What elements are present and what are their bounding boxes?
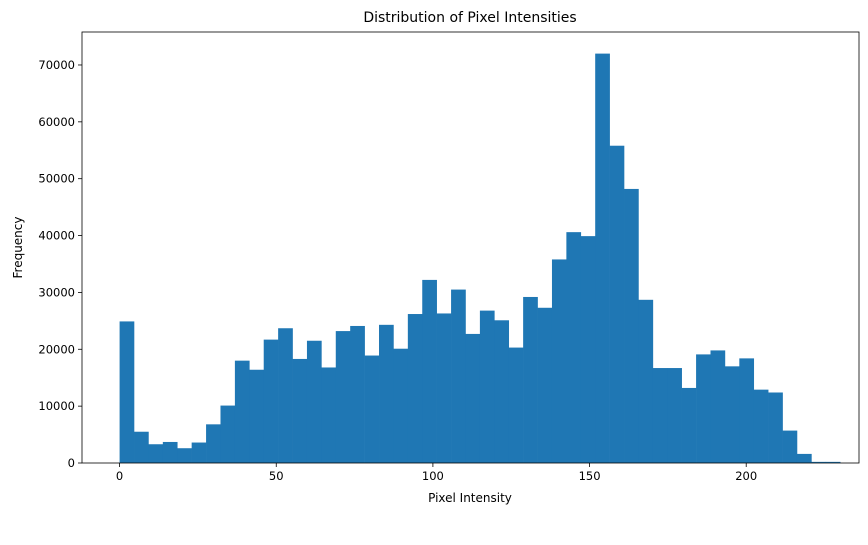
histogram-bar [263, 339, 279, 463]
histogram-bar [825, 461, 841, 463]
histogram-bar [667, 368, 682, 463]
histogram-bar [321, 367, 337, 463]
x-axis-label: Pixel Intensity [428, 491, 512, 505]
histogram-bar [451, 289, 466, 463]
y-axis-label: Frequency [11, 217, 25, 279]
x-tick-label: 50 [269, 469, 284, 483]
histogram-bars [119, 53, 841, 464]
x-tick-label: 150 [579, 469, 601, 483]
histogram-bar [393, 348, 409, 463]
y-tick-label: 70000 [38, 58, 75, 72]
histogram-bar [811, 461, 827, 463]
histogram-bar [753, 389, 769, 463]
histogram-bar [162, 441, 178, 463]
x-tick-label: 200 [735, 469, 757, 483]
histogram-bar [566, 232, 582, 463]
histogram-bar [436, 313, 452, 463]
histogram-bar [551, 259, 567, 463]
y-tick-label: 40000 [38, 229, 75, 243]
histogram-bar [335, 331, 351, 463]
histogram-bar [782, 430, 798, 463]
histogram-bar [177, 448, 192, 463]
histogram-bar [191, 442, 207, 463]
histogram-bar [508, 347, 524, 463]
histogram-bar [379, 324, 394, 463]
histogram-bar [278, 328, 293, 463]
y-axis-ticks: 0 10000 20000 30000 40000 50000 60000 70000 [38, 58, 82, 470]
histogram-bar [220, 405, 236, 463]
histogram-bar [479, 310, 495, 463]
y-tick-label: 10000 [38, 399, 75, 413]
histogram-bar [724, 366, 740, 463]
histogram-bar [523, 296, 538, 463]
histogram-bar [407, 314, 423, 463]
histogram-bar [494, 320, 510, 463]
histogram-bar [350, 325, 365, 463]
x-tick-label: 100 [422, 469, 444, 483]
histogram-bar [364, 355, 380, 463]
histogram-bar [119, 321, 135, 463]
histogram-bar [609, 145, 625, 463]
histogram-bar [595, 53, 610, 463]
chart-title: Distribution of Pixel Intensities [363, 10, 576, 26]
plot-frame [81, 31, 860, 464]
y-tick-label: 0 [68, 456, 75, 470]
histogram-bar [710, 350, 726, 463]
histogram-bar [306, 340, 322, 463]
histogram-bar [624, 188, 639, 464]
x-tick-label: 0 [116, 469, 123, 483]
histogram-bar [134, 431, 149, 463]
histogram-bar [681, 387, 697, 463]
histogram-bar [739, 358, 755, 463]
histogram-bar [768, 392, 783, 463]
histogram-bar [148, 444, 164, 463]
histogram-bar [234, 360, 250, 463]
histogram-bar [422, 279, 437, 463]
histogram-bar [292, 358, 308, 463]
x-axis-ticks: 0 50 100 150 200 [116, 463, 757, 483]
histogram-bar [537, 307, 553, 463]
y-tick-label: 30000 [38, 285, 75, 299]
histogram-bar [638, 299, 654, 463]
histogram-bar [206, 424, 221, 463]
y-tick-label: 50000 [38, 172, 75, 186]
y-tick-label: 60000 [38, 115, 75, 129]
histogram-bar [696, 354, 711, 463]
histogram-bar [652, 368, 668, 463]
histogram-bar [249, 369, 265, 463]
histogram-bar [465, 333, 481, 463]
histogram-bar [796, 453, 812, 463]
y-tick-label: 20000 [38, 342, 75, 356]
histogram-bar [580, 236, 596, 463]
